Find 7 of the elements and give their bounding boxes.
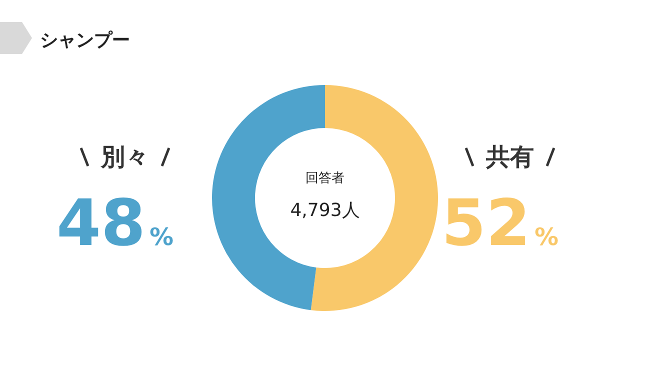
data-label: 52% [441, 187, 559, 261]
text: 4,793人 [290, 200, 360, 221]
slice-label: 共有 [485, 143, 534, 171]
chart-title: シャンプー [40, 30, 130, 51]
data-label: 48% [56, 187, 174, 261]
text: 回答者 [306, 171, 344, 186]
slice-label: 別々 [100, 143, 149, 171]
